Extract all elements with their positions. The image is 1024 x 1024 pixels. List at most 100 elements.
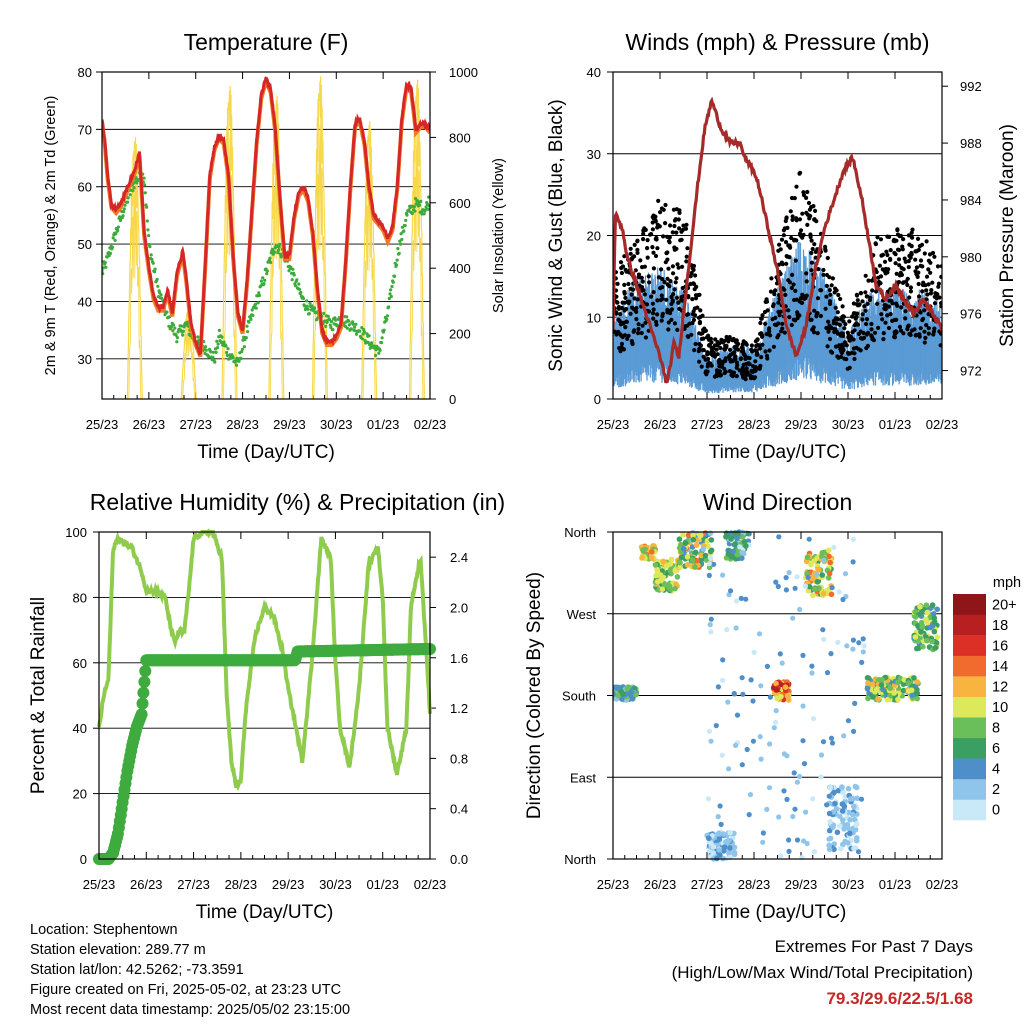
dewpoint-point — [417, 203, 422, 207]
gust-point — [758, 363, 763, 368]
gust-point — [744, 366, 749, 371]
y-right-tick-label: 980 — [960, 250, 982, 265]
gust-point — [917, 332, 922, 337]
gust-point — [833, 327, 838, 332]
gust-point — [670, 264, 676, 269]
gust-point — [619, 270, 625, 276]
gust-point — [895, 303, 900, 308]
direction-point — [776, 814, 782, 820]
gust-point — [703, 369, 709, 374]
direction-point — [616, 684, 622, 691]
gust-point — [728, 352, 733, 358]
gust-point — [649, 294, 654, 299]
colorbar-label: 4 — [992, 762, 1000, 778]
gust-point — [825, 344, 830, 349]
gust-point — [659, 293, 664, 298]
gust-point — [713, 352, 718, 358]
extremes-subtitle: (High/Low/Max Wind/Total Precipitation) — [671, 963, 973, 982]
y-right-tick-label: 992 — [960, 79, 982, 94]
dewpoint-point — [181, 333, 185, 337]
gust-point — [860, 317, 865, 322]
y-right-tick-label: 2.4 — [450, 550, 468, 565]
gust-point — [744, 342, 749, 347]
dewpoint-point — [398, 242, 403, 246]
dewpoint-point — [175, 340, 179, 344]
gust-point — [753, 348, 758, 353]
gust-point — [779, 237, 785, 242]
colorbar-swatch — [953, 799, 986, 821]
dewpoint-point — [324, 324, 328, 328]
gust-point — [720, 361, 725, 366]
dewpoint-point — [297, 282, 301, 286]
gust-point — [760, 342, 765, 347]
gust-point — [688, 274, 693, 279]
gust-point — [922, 251, 927, 256]
gust-point — [787, 315, 792, 320]
solar-curve — [410, 127, 424, 399]
direction-point — [784, 753, 790, 759]
direction-point — [850, 811, 856, 818]
gust-point — [917, 244, 923, 249]
dewpoint-point — [234, 359, 238, 363]
gust-point — [899, 265, 904, 271]
gust-point — [664, 251, 669, 256]
panel-winds: Winds (mph) & Pressure (mb) Time (Day/UTC… — [546, 29, 1018, 463]
gust-point — [697, 331, 702, 336]
direction-point — [864, 675, 871, 681]
y-axis-label-humidity: Percent & Total Rainfall — [28, 597, 49, 794]
dewpoint-point — [347, 319, 351, 323]
direction-point — [773, 680, 779, 687]
gust-point — [622, 254, 627, 259]
gust-point — [903, 309, 908, 314]
x-tick-label-wind-direction: 02/23 — [926, 877, 959, 892]
gust-point — [928, 291, 934, 296]
direction-point — [773, 579, 779, 585]
gust-point — [655, 298, 660, 303]
gust-point — [712, 343, 718, 348]
colorbar-swatch — [953, 655, 986, 677]
gust-point — [628, 251, 633, 256]
gust-point — [931, 329, 937, 334]
dewpoint-point — [345, 315, 349, 319]
gust-point — [629, 292, 634, 297]
dewpoint-point — [382, 328, 386, 332]
gust-point — [730, 338, 735, 343]
dewpoint-point — [328, 318, 332, 322]
direction-point — [792, 806, 798, 812]
dewpoint-point — [261, 276, 265, 280]
gust-point — [810, 246, 815, 252]
dewpoint-point — [246, 330, 250, 334]
dewpoint-point — [291, 267, 295, 271]
direction-point — [820, 590, 827, 597]
gust-point — [813, 208, 818, 213]
direction-point — [854, 837, 860, 844]
direction-point — [715, 684, 722, 690]
direction-point — [776, 534, 782, 540]
gust-point — [669, 294, 674, 300]
gust-point — [926, 267, 931, 272]
direction-point — [786, 848, 792, 855]
dewpoint-point — [358, 329, 362, 333]
gust-point — [878, 281, 883, 286]
extremes-title: Extremes For Past 7 Days — [774, 937, 973, 956]
dewpoint-point — [160, 296, 164, 300]
gust-point — [643, 320, 648, 325]
y-tick-label: 40 — [73, 721, 87, 736]
direction-point — [805, 574, 811, 580]
dewpoint-point — [305, 304, 309, 308]
direction-point — [895, 679, 901, 686]
direction-point — [865, 680, 871, 686]
gust-point — [812, 330, 817, 335]
dewpoint-point — [143, 191, 147, 195]
gust-point — [865, 301, 870, 306]
direction-point — [726, 766, 732, 772]
dewpoint-point — [110, 245, 115, 249]
gust-point — [640, 279, 645, 284]
dewpoint-point — [174, 333, 178, 337]
direction-point — [743, 596, 749, 602]
direction-point — [845, 718, 852, 724]
colorbar-label: 18 — [992, 618, 1008, 634]
direction-point — [664, 562, 670, 569]
dewpoint-point — [396, 247, 400, 251]
direction-point — [802, 583, 809, 589]
